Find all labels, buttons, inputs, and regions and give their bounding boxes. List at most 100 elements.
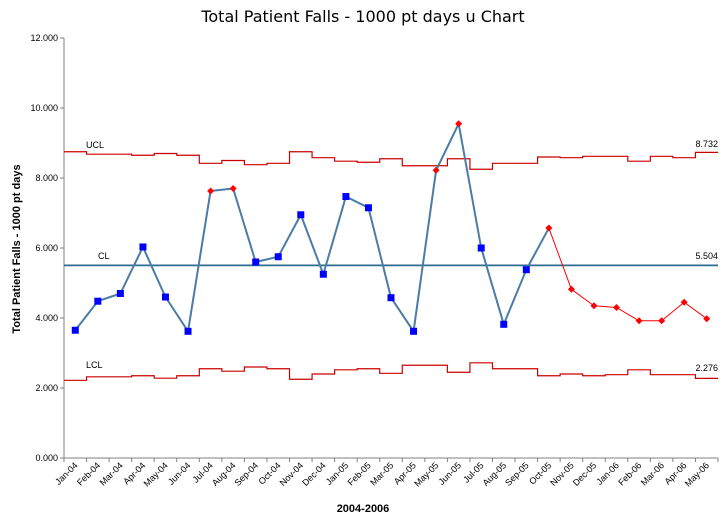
y-axis-title: Total Patient Falls - 1000 pt days [11, 164, 23, 333]
series-segment [435, 123, 460, 171]
data-point-out-of-control [455, 120, 463, 128]
series-segment [210, 187, 234, 192]
data-point [410, 327, 418, 335]
data-point-out-of-control [567, 285, 575, 293]
data-point-out-of-control [545, 224, 553, 232]
data-point [364, 204, 372, 212]
y-tick-label: 10.000 [30, 103, 58, 113]
x-tick-label: Feb-05 [346, 460, 373, 487]
cl-label: CL [98, 251, 110, 261]
data-point [116, 290, 124, 297]
data-point-out-of-control [590, 302, 598, 310]
data-point [477, 244, 485, 252]
ucl-value-label: 8.732 [695, 139, 718, 149]
series-segment [480, 247, 505, 325]
series-segment [164, 296, 189, 332]
x-tick-label: Jun-04 [166, 460, 193, 487]
data-point [387, 294, 395, 302]
x-tick-label: Dec-04 [300, 460, 328, 488]
series-segment [187, 190, 212, 332]
data-point [297, 211, 305, 219]
series-segment [412, 170, 438, 332]
series-segment [322, 196, 347, 275]
series-segment [345, 195, 369, 209]
series-segment [390, 297, 415, 332]
x-tick-label: Jan-06 [594, 460, 621, 487]
data-point-out-of-control [635, 317, 643, 325]
series-segment [571, 288, 595, 307]
ucl-line [64, 151, 718, 170]
lcl-line [64, 362, 718, 381]
axes [60, 37, 719, 462]
x-tick-label: May-06 [683, 460, 711, 488]
data-point [342, 193, 350, 201]
x-tick-label: Jun-05 [437, 460, 464, 487]
series-segment [277, 214, 302, 258]
y-tick-label: 6.000 [35, 243, 58, 253]
data-point-out-of-control [613, 304, 621, 311]
y-tick-label: 12.000 [30, 33, 58, 43]
data-point [252, 258, 260, 266]
data-point [274, 253, 282, 261]
x-tick-label: Mar-06 [639, 460, 666, 487]
data-point [319, 270, 327, 278]
series-markers [71, 120, 711, 335]
series-segment [457, 123, 483, 249]
ucl-label: UCL [86, 140, 104, 150]
series-segment [232, 188, 257, 263]
x-tick-label: Feb-04 [75, 460, 102, 487]
x-tick-label: Nov-04 [278, 460, 306, 488]
data-point-out-of-control [432, 166, 440, 174]
lcl-value-label: 2.276 [695, 363, 718, 373]
x-tick-label: Jan-05 [324, 460, 351, 487]
series-segment [616, 307, 640, 322]
x-tick-label: Sep-05 [503, 460, 531, 488]
x-tick-label: Mar-04 [98, 460, 125, 487]
series-segment [367, 207, 392, 298]
x-tick-label: May-04 [142, 460, 170, 488]
x-tick-label: Mar-05 [368, 460, 395, 487]
x-tick-label: Dec-05 [571, 460, 599, 488]
series-segment [593, 305, 617, 308]
chart-title: Total Patient Falls - 1000 pt days u Cha… [200, 7, 524, 26]
series-segment [502, 269, 528, 325]
series-segment [142, 246, 167, 298]
x-axis-title: 2004-2006 [337, 503, 390, 515]
data-point [94, 297, 102, 305]
series-segment [548, 227, 572, 290]
data-point [500, 320, 508, 328]
series-segment [74, 300, 99, 331]
data-point [522, 266, 530, 274]
y-tick-label: 0.000 [35, 453, 58, 463]
data-point-out-of-control [703, 315, 711, 323]
y-tick-label: 8.000 [35, 173, 58, 183]
series-segment [683, 301, 708, 320]
control-limits [64, 151, 718, 381]
data-point-out-of-control [680, 298, 688, 306]
data-point-out-of-control [229, 185, 237, 192]
cl-value-label: 5.504 [695, 251, 718, 261]
y-tick-labels: 0.000 2.000 4.000 6.000 8.000 10.000 12.000 [30, 33, 58, 463]
x-tick-label: Sep-04 [233, 460, 261, 488]
data-point [139, 243, 147, 251]
y-tick-label: 4.000 [35, 313, 58, 323]
lcl-label: LCL [86, 360, 103, 370]
series-line [74, 123, 708, 332]
series-segment [255, 255, 279, 263]
x-tick-label: Nov-05 [548, 460, 576, 488]
x-tick-label: Feb-06 [616, 460, 643, 487]
x-tick-label: May-05 [412, 460, 440, 488]
x-tick-label: Aug-04 [210, 460, 238, 488]
data-point [161, 293, 169, 301]
series-segment [97, 292, 121, 303]
y-tick-label: 2.000 [35, 383, 58, 393]
x-tick-labels: Jan-04Feb-04Mar-04Apr-04May-04Jun-04Jul-… [53, 460, 711, 488]
data-point [71, 326, 79, 334]
series-segment [299, 214, 325, 275]
series-segment [661, 301, 685, 322]
series-segment [119, 246, 144, 294]
x-tick-label: Aug-05 [481, 460, 509, 488]
x-tick-label: Jan-04 [53, 460, 80, 487]
